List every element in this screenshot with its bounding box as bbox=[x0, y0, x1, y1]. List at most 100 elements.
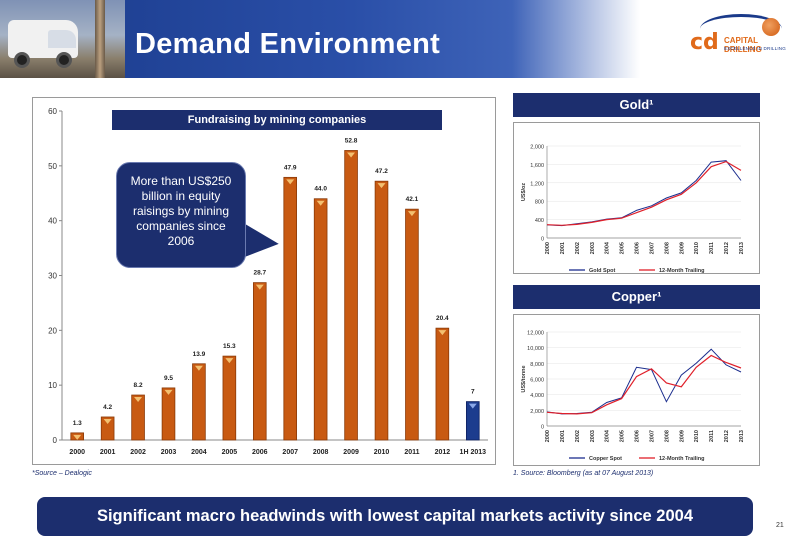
bar-cap-marker bbox=[438, 330, 447, 336]
legend-label: 12-Month Trailing bbox=[659, 456, 705, 462]
x-tick-label: 2007 bbox=[649, 430, 655, 442]
fundraising-chart-title: Fundraising by mining companies bbox=[112, 110, 442, 130]
legend-label: Gold Spot bbox=[589, 268, 615, 274]
x-tick-label: 2003 bbox=[590, 430, 596, 442]
x-tick-label: 2005 bbox=[620, 242, 626, 254]
x-tick-label: 2004 bbox=[605, 241, 611, 254]
x-tick-label: 2012 bbox=[435, 449, 451, 456]
x-tick-label: 2010 bbox=[694, 242, 700, 254]
y-tick-label: 800 bbox=[535, 200, 544, 206]
series-line-1 bbox=[546, 160, 742, 226]
y-tick-label: 1,600 bbox=[530, 163, 544, 169]
slide-header: Demand Environment cd CAPITAL DRILLING E… bbox=[0, 0, 800, 78]
x-tick-label: 2004 bbox=[605, 429, 611, 442]
x-tick-label: 2005 bbox=[620, 430, 626, 442]
equity-raisings-callout: More than US$250 billion in equity raisi… bbox=[116, 162, 246, 268]
bar-value-label: 7 bbox=[471, 389, 475, 396]
bar-value-label: 52.8 bbox=[345, 137, 358, 144]
y-axis-label: US$/tonne bbox=[521, 365, 527, 392]
x-tick-label: 2008 bbox=[313, 449, 329, 456]
legend-label: Copper Spot bbox=[589, 456, 622, 462]
bar-value-label: 1.3 bbox=[73, 420, 82, 427]
x-tick-label: 2003 bbox=[590, 242, 596, 254]
y-tick-label: 2,000 bbox=[530, 409, 544, 415]
y-tick-label: 10 bbox=[48, 381, 57, 390]
x-tick-label: 2007 bbox=[649, 242, 655, 254]
bar-cap-marker bbox=[255, 284, 264, 290]
x-tick-label: 2002 bbox=[575, 430, 581, 442]
y-tick-label: 4,000 bbox=[530, 393, 544, 399]
y-tick-label: 10,000 bbox=[527, 346, 544, 352]
y-tick-label: 50 bbox=[48, 162, 57, 171]
bar-value-label: 15.3 bbox=[223, 343, 236, 350]
x-tick-label: 2004 bbox=[191, 449, 207, 456]
x-tick-label: 2007 bbox=[282, 449, 298, 456]
bar-value-label: 42.1 bbox=[406, 196, 419, 203]
x-tick-label: 2010 bbox=[694, 430, 700, 442]
bar-1H-2013 bbox=[465, 401, 480, 441]
y-tick-label: 1,200 bbox=[530, 181, 544, 187]
y-tick-label: 2,000 bbox=[530, 145, 544, 151]
y-tick-label: 20 bbox=[48, 326, 57, 335]
bar-value-label: 20.4 bbox=[436, 315, 449, 322]
bar-cap-marker bbox=[73, 434, 82, 440]
y-tick-label: 6,000 bbox=[530, 378, 544, 384]
logo-mark: cd bbox=[690, 30, 719, 55]
bar-cap-marker bbox=[164, 389, 173, 395]
x-tick-label: 2013 bbox=[739, 430, 745, 442]
x-tick-label: 1H 2013 bbox=[460, 449, 487, 456]
bar-2011 bbox=[405, 208, 419, 441]
bar-cap-marker bbox=[316, 200, 325, 206]
y-tick-label: 0 bbox=[541, 237, 544, 243]
x-tick-label: 2003 bbox=[161, 449, 177, 456]
x-tick-label: 2006 bbox=[635, 242, 641, 254]
copper-chart-frame bbox=[513, 314, 760, 466]
bar-value-label: 28.7 bbox=[253, 270, 266, 277]
bar-2004 bbox=[192, 363, 206, 441]
bar-cap-marker bbox=[134, 397, 143, 403]
bar-2005 bbox=[222, 355, 237, 441]
bar-cap-marker bbox=[225, 358, 234, 364]
x-tick-label: 2009 bbox=[343, 449, 359, 456]
bar-2001 bbox=[100, 416, 115, 441]
y-tick-label: 60 bbox=[48, 107, 57, 116]
page-number: 21 bbox=[776, 522, 784, 529]
logo-tagline: EXCELLENCE IN DRILLING bbox=[724, 46, 786, 51]
x-tick-label: 2011 bbox=[709, 430, 715, 442]
bar-2007 bbox=[283, 176, 298, 441]
drill-mast bbox=[95, 0, 105, 78]
source-bloomberg: 1. Source: Bloomberg (as at 07 August 20… bbox=[513, 470, 654, 477]
y-tick-label: 12,000 bbox=[527, 331, 544, 337]
bar-value-label: 44.0 bbox=[314, 186, 327, 193]
bar-2003 bbox=[161, 387, 176, 441]
x-tick-label: 2001 bbox=[560, 242, 566, 254]
y-tick-label: 40 bbox=[48, 217, 57, 226]
x-tick-label: 2001 bbox=[560, 430, 566, 442]
bar-2002 bbox=[131, 394, 145, 441]
x-tick-label: 2001 bbox=[100, 449, 116, 456]
globe-icon bbox=[762, 18, 780, 36]
bar-2012 bbox=[435, 327, 450, 441]
series-line-0 bbox=[546, 160, 742, 227]
y-tick-label: 8,000 bbox=[530, 362, 544, 368]
bar-2010 bbox=[374, 180, 389, 441]
x-tick-label: 2009 bbox=[679, 430, 685, 442]
bar-value-label: 9.5 bbox=[164, 375, 173, 382]
x-tick-label: 2006 bbox=[252, 449, 268, 456]
x-tick-label: 2012 bbox=[724, 242, 730, 254]
x-tick-label: 2005 bbox=[222, 449, 238, 456]
bar-value-label: 13.9 bbox=[193, 351, 206, 358]
gold-chart-frame bbox=[513, 122, 760, 274]
x-tick-label: 2012 bbox=[724, 430, 730, 442]
bar-2008 bbox=[313, 198, 328, 441]
bar-cap-marker bbox=[377, 183, 386, 189]
logo-name: CAPITAL DRILLING bbox=[724, 36, 762, 54]
gold-panel-title: Gold¹ bbox=[513, 93, 760, 117]
bar-2006 bbox=[252, 282, 267, 441]
company-logo: cd CAPITAL DRILLING EXCELLENCE IN DRILLI… bbox=[690, 14, 795, 70]
x-tick-label: 2006 bbox=[635, 430, 641, 442]
y-tick-label: 400 bbox=[535, 218, 544, 224]
truck-body bbox=[8, 20, 78, 58]
series-line-1 bbox=[546, 354, 742, 415]
x-tick-label: 2008 bbox=[664, 430, 670, 442]
